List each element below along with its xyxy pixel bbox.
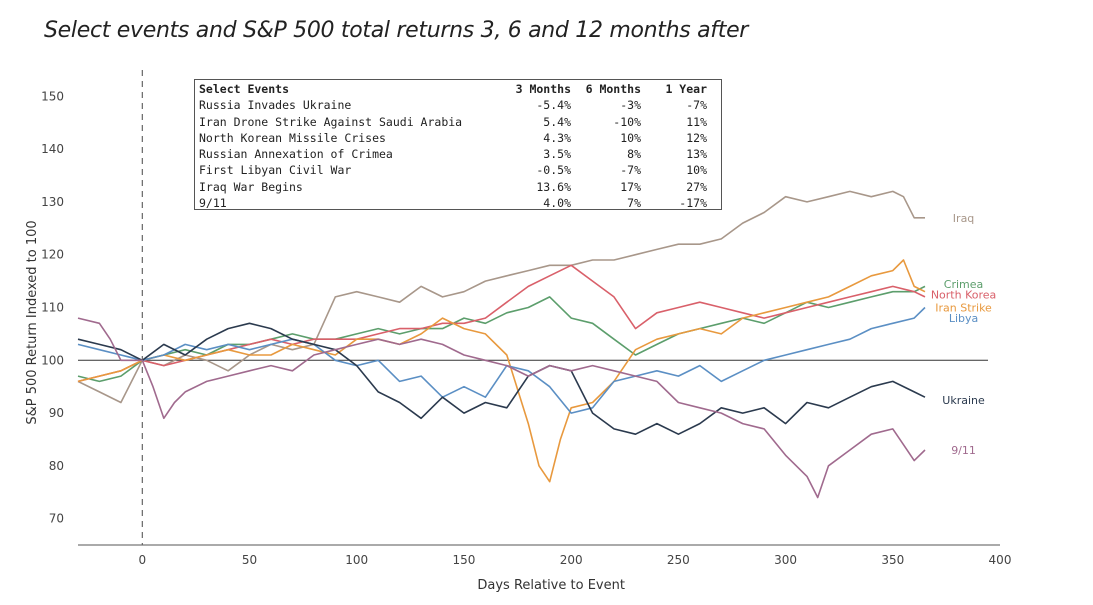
table-cell: 11% [686,114,707,129]
y-tick-label: 80 [49,459,64,473]
y-tick-label: 120 [41,248,64,262]
table-cell: -7% [620,163,641,178]
y-tick-label: 130 [41,195,64,209]
table-cell: -7% [686,98,707,113]
series-line-ukraine [77,322,926,435]
axes: 0 50 100 150 200 250 300 350 400 70 80 90 100 110 120 1… [25,70,1011,593]
table-cell: -3% [620,98,641,113]
table-cell: 10% [686,163,707,178]
table-cell: -17% [679,196,707,211]
x-tick-label: 250 [667,553,690,567]
table-cell: 8% [627,147,641,162]
y-tick-label: 140 [41,142,64,156]
table-cell: First Libyan Civil War [199,163,352,178]
table-row: 9/11 4.0% 7% -17% [199,195,717,211]
table-row: Iran Drone Strike Against Saudi Arabia 5.… [199,114,717,130]
table-cell: -10% [613,114,641,129]
x-axis-label: Days Relative to Event [477,578,625,593]
table-row: North Korean Missile Crises 4.3% 10% 12% [199,130,717,146]
table-cell: 5.4% [543,114,571,129]
series-end-label: Iraq [953,212,975,225]
table-cell: Iran Drone Strike Against Saudi Arabia [199,114,463,129]
table-cell: -5.4% [536,98,571,113]
y-axis-label: S&P 500 Return Indexed to 100 [25,220,40,424]
table-header-cell: 3 Months [515,82,571,96]
table-cell: -0.5% [536,163,571,178]
x-tick-label: 200 [560,553,583,567]
y-tick-label: 110 [41,301,64,315]
series-end-label: Ukraine [942,394,985,407]
table-cell: 12% [686,130,707,145]
y-tick-label: 70 [49,512,64,526]
x-tick-label: 50 [242,553,257,567]
table-cell: 13.6% [536,179,571,194]
table-header-cell: 6 Months [585,82,641,96]
table-header-cell: 1 Year [665,82,707,96]
series-line-9-11 [77,317,926,499]
x-tick-label: 350 [881,553,904,567]
table-cell: 17% [620,179,641,194]
series-line-crimea [77,285,926,383]
table-cell: 4.0% [543,196,571,211]
table-row: Russian Annexation of Crimea 3.5% 8% 13% [199,146,717,162]
events-table: Select Events 3 Months 6 Months 1 Year Russi… [194,79,722,210]
x-tick-label: 150 [453,553,476,567]
table-cell: Russian Annexation of Crimea [199,147,393,162]
table-row: Russia Invades Ukraine -5.4% -3% -7% [199,97,717,113]
series-line-iraq [77,190,925,404]
table-row: Iraq War Begins 13.6% 17% 27% [199,179,717,195]
y-tick-label: 100 [41,353,64,367]
y-tick-label: 150 [41,89,64,103]
x-tick-label: 100 [345,553,368,567]
table-cell: 4.3% [543,130,571,145]
table-cell: Iraq War Begins [199,179,303,194]
table-cell: 3.5% [543,147,571,162]
chart-title: Select events and S&P 500 total returns … [44,18,749,43]
table-header-cell: Select Events [199,82,290,96]
table-header-row: Select Events 3 Months 6 Months 1 Year [199,81,717,97]
table-cell: 10% [620,130,641,145]
series-line-iran-strike [77,259,926,483]
series-end-label: 9/11 [951,444,976,457]
table-cell: 27% [686,179,707,194]
series-end-label: Crimea [944,278,983,291]
table-cell: Russia Invades Ukraine [199,98,352,113]
series-end-label: Iran Strike [935,302,992,315]
table-cell: 9/11 [199,196,227,211]
series-end-label: Libya [949,312,978,325]
series-lines [77,190,926,499]
table-cell: 7% [627,196,641,211]
x-tick-label: 0 [139,553,147,567]
table-cell: North Korean Missile Crises [199,130,386,145]
series-end-label: North Korea [931,288,996,301]
table-cell: 13% [686,147,707,162]
table-row: First Libyan Civil War -0.5% -7% 10% [199,162,717,178]
x-tick-label: 300 [774,553,797,567]
x-tick-label: 400 [989,553,1012,567]
y-tick-label: 90 [49,406,64,420]
